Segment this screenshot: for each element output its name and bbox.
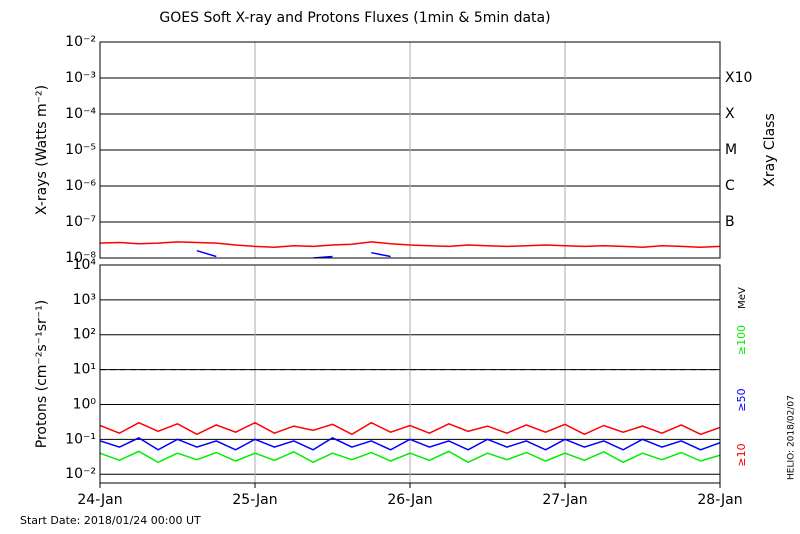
x-tick-label: 24-Jan	[77, 492, 122, 508]
legend-label: ≥10	[735, 443, 748, 466]
legend-label: ≥50	[735, 388, 748, 411]
y-axis-label: X-rays (Watts m⁻²)	[34, 85, 50, 215]
data-line	[196, 249, 391, 258]
y-tick-label: 10⁴	[73, 257, 97, 273]
y-tick-label: 10⁻²	[65, 34, 96, 50]
y2-axis-label: Xray Class	[762, 113, 778, 187]
y-tick-label: 10⁻¹	[65, 431, 96, 447]
y2-tick-label: X	[725, 106, 735, 122]
y2-tick-label: X10	[725, 70, 752, 86]
x-tick-label: 28-Jan	[697, 492, 742, 508]
data-line	[100, 421, 720, 436]
chart-title: GOES Soft X-ray and Protons Fluxes (1min…	[159, 10, 550, 26]
plot-frame	[99, 264, 721, 484]
legend-unit: MeV	[737, 287, 748, 309]
credit: HELIO: 2018/02/07	[787, 395, 797, 480]
data-line	[100, 241, 720, 248]
y-tick-label: 10²	[73, 327, 96, 343]
y-tick-label: 10⁰	[73, 396, 97, 412]
y-tick-label: 10⁻⁴	[65, 106, 96, 122]
x-tick-label: 27-Jan	[542, 492, 587, 508]
y2-tick-label: C	[725, 178, 735, 194]
x-tick-label: 26-Jan	[387, 492, 432, 508]
y2-tick-label: B	[725, 214, 735, 230]
y-axis-label: Protons (cm⁻²s⁻¹sr⁻¹)	[34, 300, 50, 449]
y-tick-label: 10⁻⁵	[65, 142, 96, 158]
y-tick-label: 10³	[73, 292, 96, 308]
data-line	[100, 437, 720, 451]
y-tick-label: 10⁻²	[65, 466, 96, 482]
x-tick-label: 25-Jan	[232, 492, 277, 508]
y-tick-label: 10⁻³	[65, 70, 96, 86]
legend-label: ≥100	[735, 325, 748, 355]
footer: Start Date: 2018/01/24 00:00 UT	[20, 514, 201, 527]
data-line	[100, 450, 720, 464]
y-tick-label: 10⁻⁸	[65, 250, 96, 266]
y2-tick-label: M	[725, 142, 737, 158]
plot-frame	[99, 41, 721, 259]
y-tick-label: 10⁻⁶	[65, 178, 96, 194]
y-tick-label: 10⁻⁷	[65, 214, 96, 230]
y-tick-label: 10¹	[73, 362, 96, 378]
